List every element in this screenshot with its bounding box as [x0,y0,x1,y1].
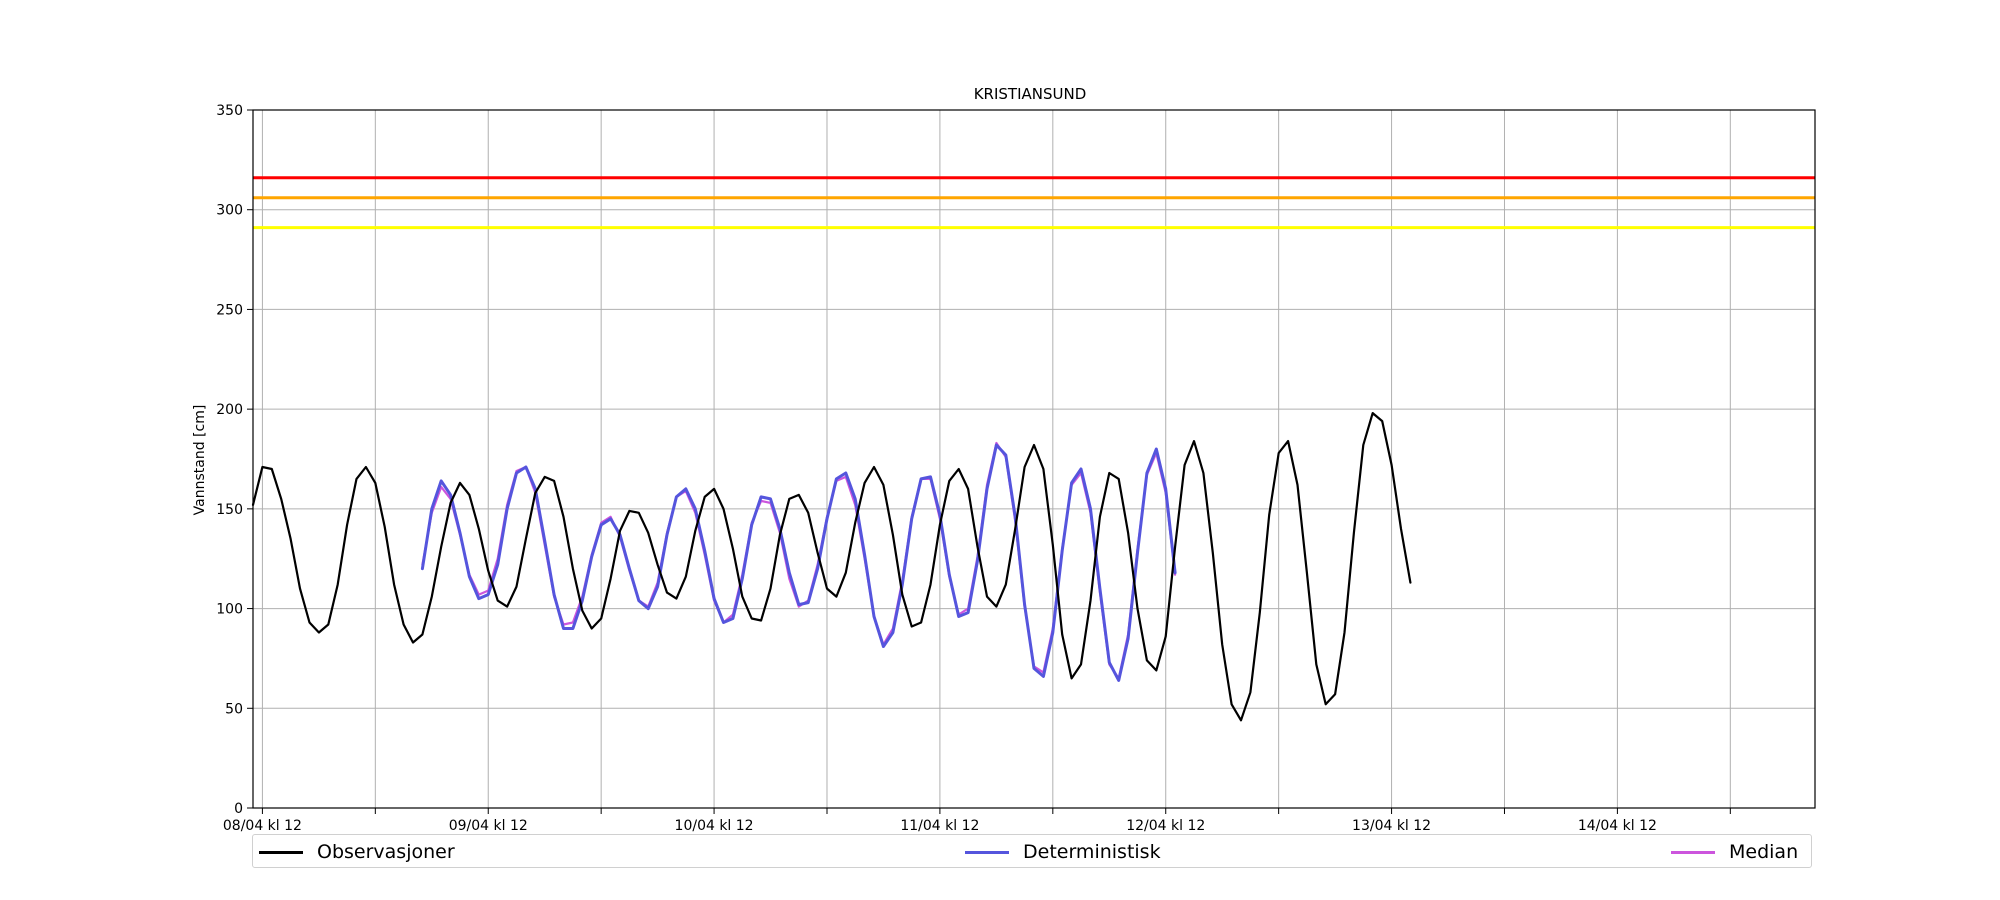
chart-title: KRISTIANSUND [974,85,1087,103]
legend-label-observasjoner: Observasjoner [317,841,455,863]
x-tick-label: 13/04 kl 12 [1352,818,1431,834]
y-tick-label: 150 [216,502,243,518]
y-tick-label: 300 [216,203,243,219]
y-tick-label: 250 [216,302,243,318]
x-tick-label: 14/04 kl 12 [1578,818,1657,834]
x-tick-label: 09/04 kl 12 [449,818,528,834]
x-tick-label: 10/04 kl 12 [675,818,754,834]
threshold-lines [253,176,1815,230]
plot-frame [252,109,1816,809]
legend: Observasjoner Deterministisk Median [252,834,1812,868]
legend-label-deterministisk: Deterministisk [1023,841,1161,863]
legend-label-median: Median [1729,841,1799,863]
y-tick-label: 200 [216,402,243,418]
series-line-observasjoner [251,412,1412,722]
x-tick-label: 08/04 kl 12 [223,818,302,834]
y-tick-label: 100 [216,602,243,618]
x-tick-label: 12/04 kl 12 [1126,818,1205,834]
y-tick-label: 50 [225,701,243,717]
legend-item-deterministisk: Deterministisk [965,841,1161,863]
axes: 0 50 100 150 200 250 300 350 08/04 kl 12 09/04 kl… [216,103,1816,834]
y-tick-label: 350 [216,103,243,119]
legend-swatch-median [1671,850,1715,854]
y-tick-label: 0 [234,801,243,817]
legend-item-median: Median [1671,841,1798,863]
legend-swatch-observasjoner [259,850,303,854]
y-axis-label: Vannstand [cm] [192,405,208,516]
grid [253,109,1815,809]
series-lines [251,412,1412,722]
series-line-deterministisk [420,443,1177,682]
legend-item-observasjoner: Observasjoner [259,841,455,863]
x-tick-label: 11/04 kl 12 [900,818,979,834]
legend-swatch-deterministisk [965,850,1009,854]
